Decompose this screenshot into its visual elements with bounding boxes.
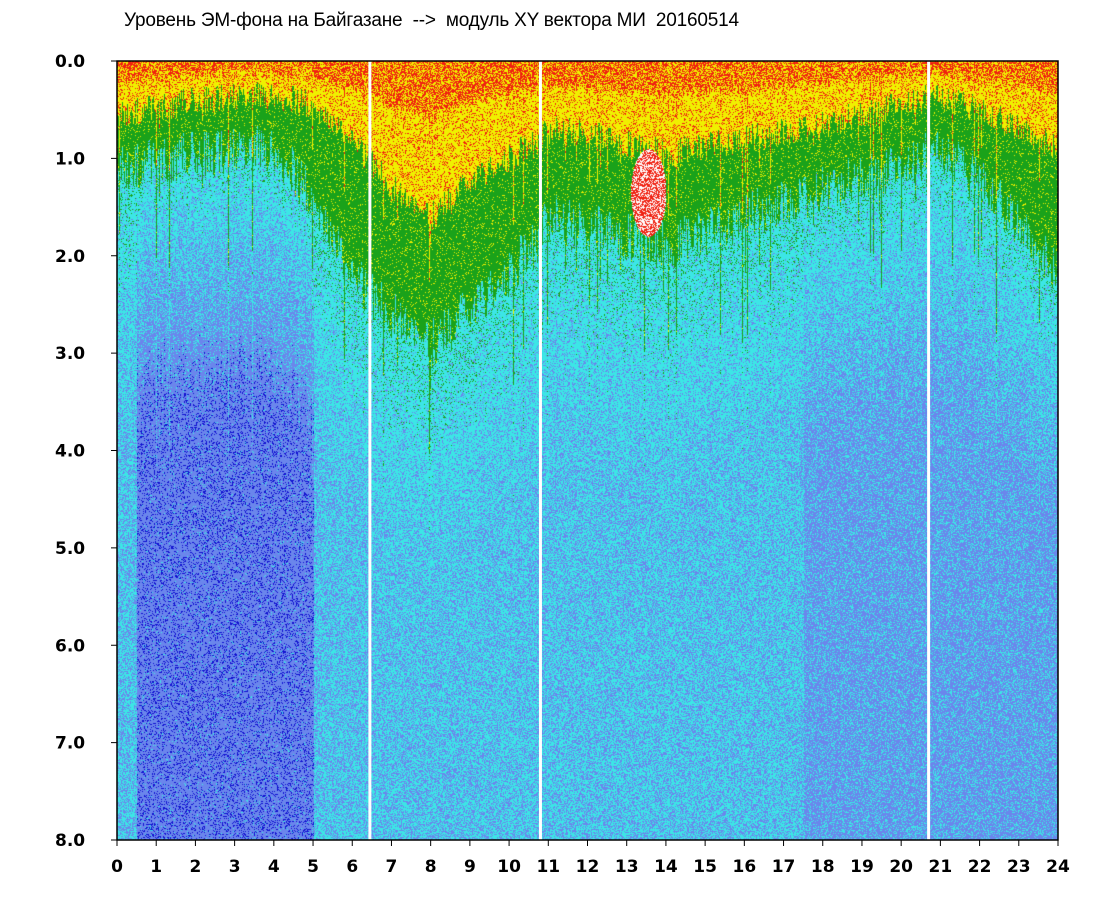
x-tick-label: 11 xyxy=(536,857,560,877)
x-tick-label: 18 xyxy=(811,857,835,877)
y-tick-label: 4.0 xyxy=(55,442,85,462)
x-tick-label: 19 xyxy=(850,857,874,877)
x-tick-label: 10 xyxy=(497,857,521,877)
x-tick-label: 3 xyxy=(229,857,241,877)
x-tick-label: 12 xyxy=(576,857,600,877)
x-tick-label: 17 xyxy=(772,857,796,877)
x-tick-label: 21 xyxy=(929,857,953,877)
y-tick-label: 8.0 xyxy=(55,831,85,851)
y-tick-label: 6.0 xyxy=(55,636,85,656)
chart-title: Уровень ЭМ-фона на Байгазане --> модуль … xyxy=(124,10,739,31)
data-gaps xyxy=(368,61,931,840)
x-axis: 0 1 2 3 4 5 6 7 8 9 10 11 12 13 14 15 16 17 18 19 20 21 22 23 24 xyxy=(111,840,1070,877)
x-tick-label: 8 xyxy=(425,857,437,877)
x-tick-label: 15 xyxy=(693,857,717,877)
y-tick-label: 2.0 xyxy=(55,247,85,267)
y-tick-label: 1.0 xyxy=(55,149,85,169)
y-tick-label: 0.0 xyxy=(55,52,85,72)
x-tick-label: 9 xyxy=(464,857,476,877)
x-tick-label: 6 xyxy=(346,857,358,877)
y-axis: 0.0 1.0 2.0 3.0 4.0 5.0 6.0 7.0 8.0 xyxy=(55,52,117,851)
y-tick-label: 7.0 xyxy=(55,734,85,754)
x-tick-label: 0 xyxy=(111,857,123,877)
x-tick-label: 13 xyxy=(615,857,639,877)
heatmap-image xyxy=(117,61,1058,840)
x-tick-label: 1 xyxy=(150,857,162,877)
x-tick-label: 5 xyxy=(307,857,319,877)
x-tick-label: 24 xyxy=(1046,857,1070,877)
x-tick-label: 4 xyxy=(268,857,280,877)
x-tick-label: 7 xyxy=(386,857,398,877)
y-tick-label: 3.0 xyxy=(55,344,85,364)
x-tick-label: 22 xyxy=(968,857,992,877)
x-tick-label: 23 xyxy=(1007,857,1031,877)
x-tick-label: 16 xyxy=(732,857,756,877)
y-tick-label: 5.0 xyxy=(55,539,85,559)
x-tick-label: 14 xyxy=(654,857,678,877)
x-tick-label: 20 xyxy=(889,857,913,877)
x-tick-label: 2 xyxy=(189,857,201,877)
